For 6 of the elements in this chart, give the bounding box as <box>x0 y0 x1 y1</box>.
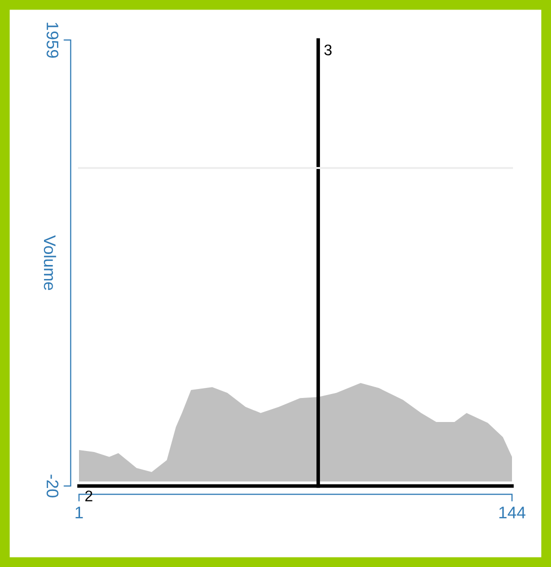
y-tick-label: 1959 <box>46 22 58 58</box>
x-tick-label: 1 <box>76 506 83 518</box>
annotation: 3 <box>324 44 332 56</box>
y-tick-label: -20 <box>46 474 58 498</box>
x-tick-label: 144 <box>499 506 526 518</box>
y-axis-title: Volume <box>44 235 56 290</box>
